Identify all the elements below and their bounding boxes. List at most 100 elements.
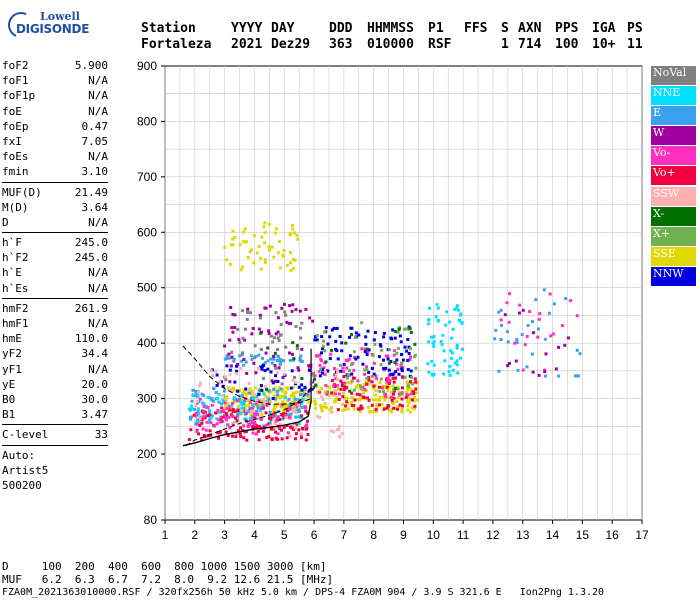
echo-point: [245, 240, 249, 244]
echo-point: [322, 366, 326, 370]
echo-point: [290, 223, 294, 227]
echo-point: [222, 408, 226, 412]
echo-point: [318, 374, 322, 378]
echo-point: [268, 399, 272, 403]
echo-point: [278, 363, 282, 367]
echo-point: [291, 341, 295, 345]
echo-point: [251, 404, 255, 408]
echo-point: [386, 355, 390, 359]
echo-point: [221, 415, 225, 419]
echo-point: [230, 326, 234, 330]
echo-point: [246, 409, 250, 413]
echo-point: [264, 306, 268, 310]
echo-point: [194, 404, 198, 408]
echo-point: [409, 369, 413, 373]
echo-point: [507, 320, 511, 324]
echo-point: [238, 354, 242, 358]
echo-point: [386, 357, 390, 361]
echo-point: [390, 398, 394, 402]
echo-point: [240, 353, 244, 357]
echo-point: [272, 354, 276, 358]
echo-point: [200, 421, 204, 425]
echo-point: [399, 340, 403, 344]
echo-point: [455, 346, 459, 350]
legend-item: NNE: [651, 86, 696, 106]
echo-point: [403, 375, 407, 379]
echo-point: [228, 380, 232, 384]
echo-point: [269, 423, 273, 427]
echo-point: [411, 390, 415, 394]
echo-point: [367, 348, 371, 352]
legend-item: SSW: [651, 186, 696, 206]
echo-point: [505, 330, 509, 334]
echo-point: [318, 390, 322, 394]
echo-point: [232, 421, 236, 425]
echo-point: [270, 437, 274, 441]
echo-point: [370, 403, 374, 407]
echo-point: [393, 336, 397, 340]
dashed-trace-upper: [182, 345, 312, 405]
echo-point: [228, 373, 232, 377]
echo-point: [449, 356, 453, 360]
echo-point: [242, 240, 246, 244]
echo-point: [264, 394, 268, 398]
echo-point: [388, 348, 392, 352]
echo-point: [374, 374, 378, 378]
echo-point: [250, 332, 254, 336]
echo-point: [292, 357, 296, 361]
echo-point: [236, 389, 240, 393]
echo-point: [273, 364, 277, 368]
echo-point: [367, 398, 371, 402]
echo-point: [521, 308, 525, 312]
sidebar-key: C-level: [2, 428, 49, 442]
echo-point: [310, 372, 314, 376]
echo-point: [230, 243, 234, 247]
echo-point: [274, 366, 278, 370]
echo-point: [219, 418, 223, 422]
echo-point: [295, 344, 299, 348]
echo-point: [311, 319, 315, 323]
echo-point: [427, 306, 431, 310]
echo-point: [252, 234, 256, 238]
echo-point: [273, 351, 277, 355]
echo-point: [227, 388, 231, 392]
echo-point: [319, 359, 323, 363]
echo-point: [230, 404, 234, 408]
echo-point: [253, 412, 257, 416]
echo-point: [403, 327, 407, 331]
echo-point: [279, 428, 283, 432]
header-value-10: 10+: [592, 37, 616, 52]
echo-point: [201, 427, 205, 431]
echo-point: [295, 347, 299, 351]
echo-point: [240, 403, 244, 407]
echo-point: [244, 404, 248, 408]
echo-point: [329, 348, 333, 352]
sidebar-value: 245.0: [74, 251, 108, 265]
echo-point: [537, 373, 541, 377]
echo-point: [306, 433, 310, 437]
echo-point: [226, 386, 230, 390]
echo-point: [233, 325, 237, 329]
echo-point: [288, 406, 292, 410]
echo-point: [354, 357, 358, 361]
echo-point: [530, 352, 534, 356]
echo-point: [300, 383, 304, 387]
echo-point: [364, 335, 368, 339]
echo-point: [406, 383, 410, 387]
echo-point: [229, 305, 233, 309]
echo-point: [218, 431, 222, 435]
sidebar-value: N/A: [88, 317, 108, 330]
sidebar-row: fmin 3.10: [2, 164, 108, 179]
echo-point: [331, 393, 335, 397]
echo-point: [281, 401, 285, 405]
echo-point: [351, 396, 355, 400]
echo-point: [274, 430, 278, 434]
echo-point: [254, 371, 258, 375]
echo-point: [249, 410, 253, 414]
header-value-9: 100: [555, 37, 579, 52]
echo-point: [232, 357, 236, 361]
echo-point: [244, 417, 248, 421]
echo-point: [211, 373, 215, 377]
echo-point: [392, 406, 396, 410]
echo-point: [356, 379, 360, 383]
